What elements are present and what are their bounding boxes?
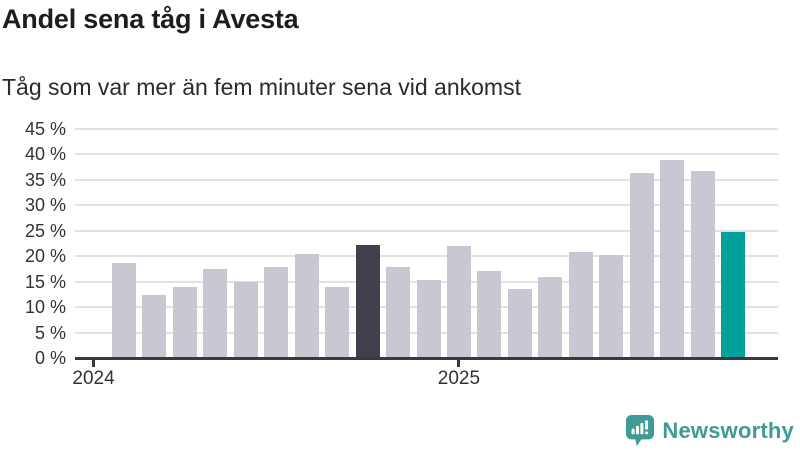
y-axis-label-40: 40 % (24, 144, 66, 165)
newsworthy-logo[interactable]: Newsworthy (625, 414, 794, 447)
bar-2024-12 (416, 280, 441, 358)
y-axis-label-5: 5 % (34, 322, 66, 343)
newsworthy-bubble-chart-icon (625, 414, 655, 447)
bar-2025-09 (690, 170, 715, 358)
chart-title: Andel sena tåg i Avesta (2, 4, 299, 34)
y-axis-label-30: 30 % (24, 195, 66, 216)
chart-subtitle: Tåg som var mer än fem minuter sena vid … (2, 74, 521, 100)
gridline-20 (75, 255, 778, 258)
y-axis-label-15: 15 % (24, 271, 66, 292)
bar-2024-06 (233, 281, 258, 358)
y-axis-label-25: 25 % (24, 220, 66, 241)
x-axis-label-2025: 2025 (437, 368, 481, 389)
y-axis-label-45: 45 % (24, 119, 66, 139)
gridline-40 (75, 153, 778, 156)
bar-2024-09 (325, 287, 350, 358)
bar-2024-07 (264, 267, 289, 358)
x-axis-tick-2025 (457, 360, 461, 367)
gridline-30 (75, 204, 778, 207)
y-axis-label-0: 0 % (34, 348, 66, 368)
bar-2024-10 (355, 245, 380, 358)
bar-2025-03 (507, 289, 532, 358)
bar-2025-05 (568, 251, 593, 358)
bar-2024-02 (112, 262, 136, 358)
gridline-45 (75, 128, 778, 130)
bar-2024-11 (386, 267, 411, 358)
gridline-35 (75, 178, 778, 181)
bar-2025-01 (446, 246, 471, 358)
bar-2024-05 (203, 268, 228, 358)
bar-2025-06 (599, 255, 624, 358)
newsworthy-wordmark: Newsworthy (662, 417, 794, 443)
x-axis-tick-2024 (92, 360, 96, 367)
bar-2025-02 (477, 270, 502, 358)
y-axis-label-35: 35 % (24, 169, 66, 190)
x-axis-line (75, 357, 778, 360)
bar-2024-04 (172, 286, 197, 358)
bar-2025-08 (660, 160, 685, 358)
bar-2025-10 (721, 231, 745, 358)
gridline-25 (75, 229, 778, 232)
bar-2025-04 (538, 277, 563, 358)
bar-2025-07 (629, 172, 654, 358)
x-axis-label-2024: 2024 (72, 368, 115, 389)
bar-2024-03 (142, 295, 167, 358)
y-axis-label-20: 20 % (24, 246, 66, 267)
y-axis-label-10: 10 % (24, 297, 66, 318)
bar-2024-08 (294, 253, 319, 358)
